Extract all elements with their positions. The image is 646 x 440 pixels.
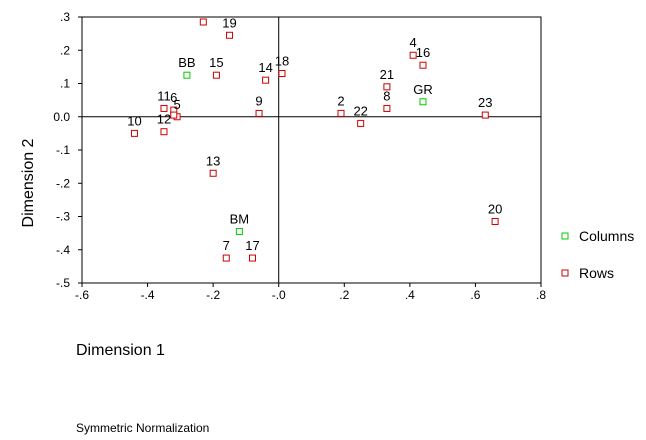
x-tick-label: .6 [470,288,480,302]
plot-frame [81,16,542,284]
y-tick-label: .3 [60,10,70,24]
point-label: 7 [223,238,230,253]
point-label: 13 [206,153,220,168]
reference-lines [82,17,541,283]
point-label: BM [230,211,250,226]
point-label: 17 [245,238,259,253]
legend: Columns Rows [561,228,634,281]
rows-point [160,104,168,112]
point-label: 9 [255,93,262,108]
rows-point [222,254,230,262]
y-tick-label: -.3 [56,210,70,224]
rows-point [248,254,256,262]
x-tick-label: -.2 [206,288,220,302]
point-label: 20 [488,201,502,216]
rows-point [491,217,499,225]
rows-point [278,70,286,78]
point-label: 8 [383,88,390,103]
rows-point [255,109,263,117]
point-label: 21 [380,67,394,82]
rows-point [481,111,489,119]
x-tick-label: .4 [405,288,415,302]
point-label: 23 [478,95,492,110]
point-label: 12 [157,112,171,127]
point-label: 11 [157,88,171,103]
y-tick-label: -.2 [56,176,70,190]
point-label: 14 [258,60,272,75]
x-tick-label: .2 [339,288,349,302]
rows-point [383,83,391,91]
rows-point [337,109,345,117]
x-tick-label: -.6 [75,288,89,302]
y-tick-label: -.4 [56,243,70,257]
x-axis-ticks: -.6 -.4 -.2 -.0 .2 .4 .6 .8 [75,283,546,302]
point-label: 19 [222,15,236,30]
columns-point [235,227,243,235]
point-label: 18 [275,54,289,69]
rows-point [199,18,207,26]
point-label: 2 [337,93,344,108]
point-label: BB [178,55,195,70]
rows-point [383,104,391,112]
legend-label-columns: Columns [579,228,634,244]
rows-point [209,169,217,177]
columns-point [183,71,191,79]
rows-point [409,51,417,59]
legend-marker-columns [561,232,569,240]
rows-point [170,111,178,119]
point-label: 5 [173,97,180,112]
point-label: 22 [353,103,367,118]
rows-point [212,71,220,79]
point-label: 16 [416,45,430,60]
point-label: 10 [127,113,141,128]
legend-label-rows: Rows [579,265,614,281]
y-tick-label: .2 [60,43,70,57]
point-label: 15 [209,55,223,70]
point-label: GR [413,82,433,97]
x-axis-title: Dimension 1 [76,342,165,359]
rows-point [160,128,168,136]
y-tick-label: -.5 [56,276,70,290]
rows-point [262,76,270,84]
columns-point [419,98,427,106]
y-tick-label: -.1 [56,143,70,157]
x-tick-label: .8 [536,288,546,302]
rows-point [226,31,234,39]
x-tick-label: -.0 [272,288,286,302]
x-tick-label: -.4 [141,288,155,302]
rows-point [419,61,427,69]
rows-point [357,119,365,127]
y-axis-ticks: .3 .2 .1 0.0 -.1 -.2 -.3 -.4 -.5 [53,10,82,290]
rows-point [130,129,138,137]
y-tick-label: .1 [60,77,70,91]
y-tick-label: 0.0 [53,110,70,124]
y-axis-title: Dimension 2 [20,138,37,227]
legend-marker-rows [561,269,569,277]
point-label: 4 [410,35,417,50]
point-label: 6 [170,90,177,105]
footnote: Symmetric Normalization [76,421,209,435]
